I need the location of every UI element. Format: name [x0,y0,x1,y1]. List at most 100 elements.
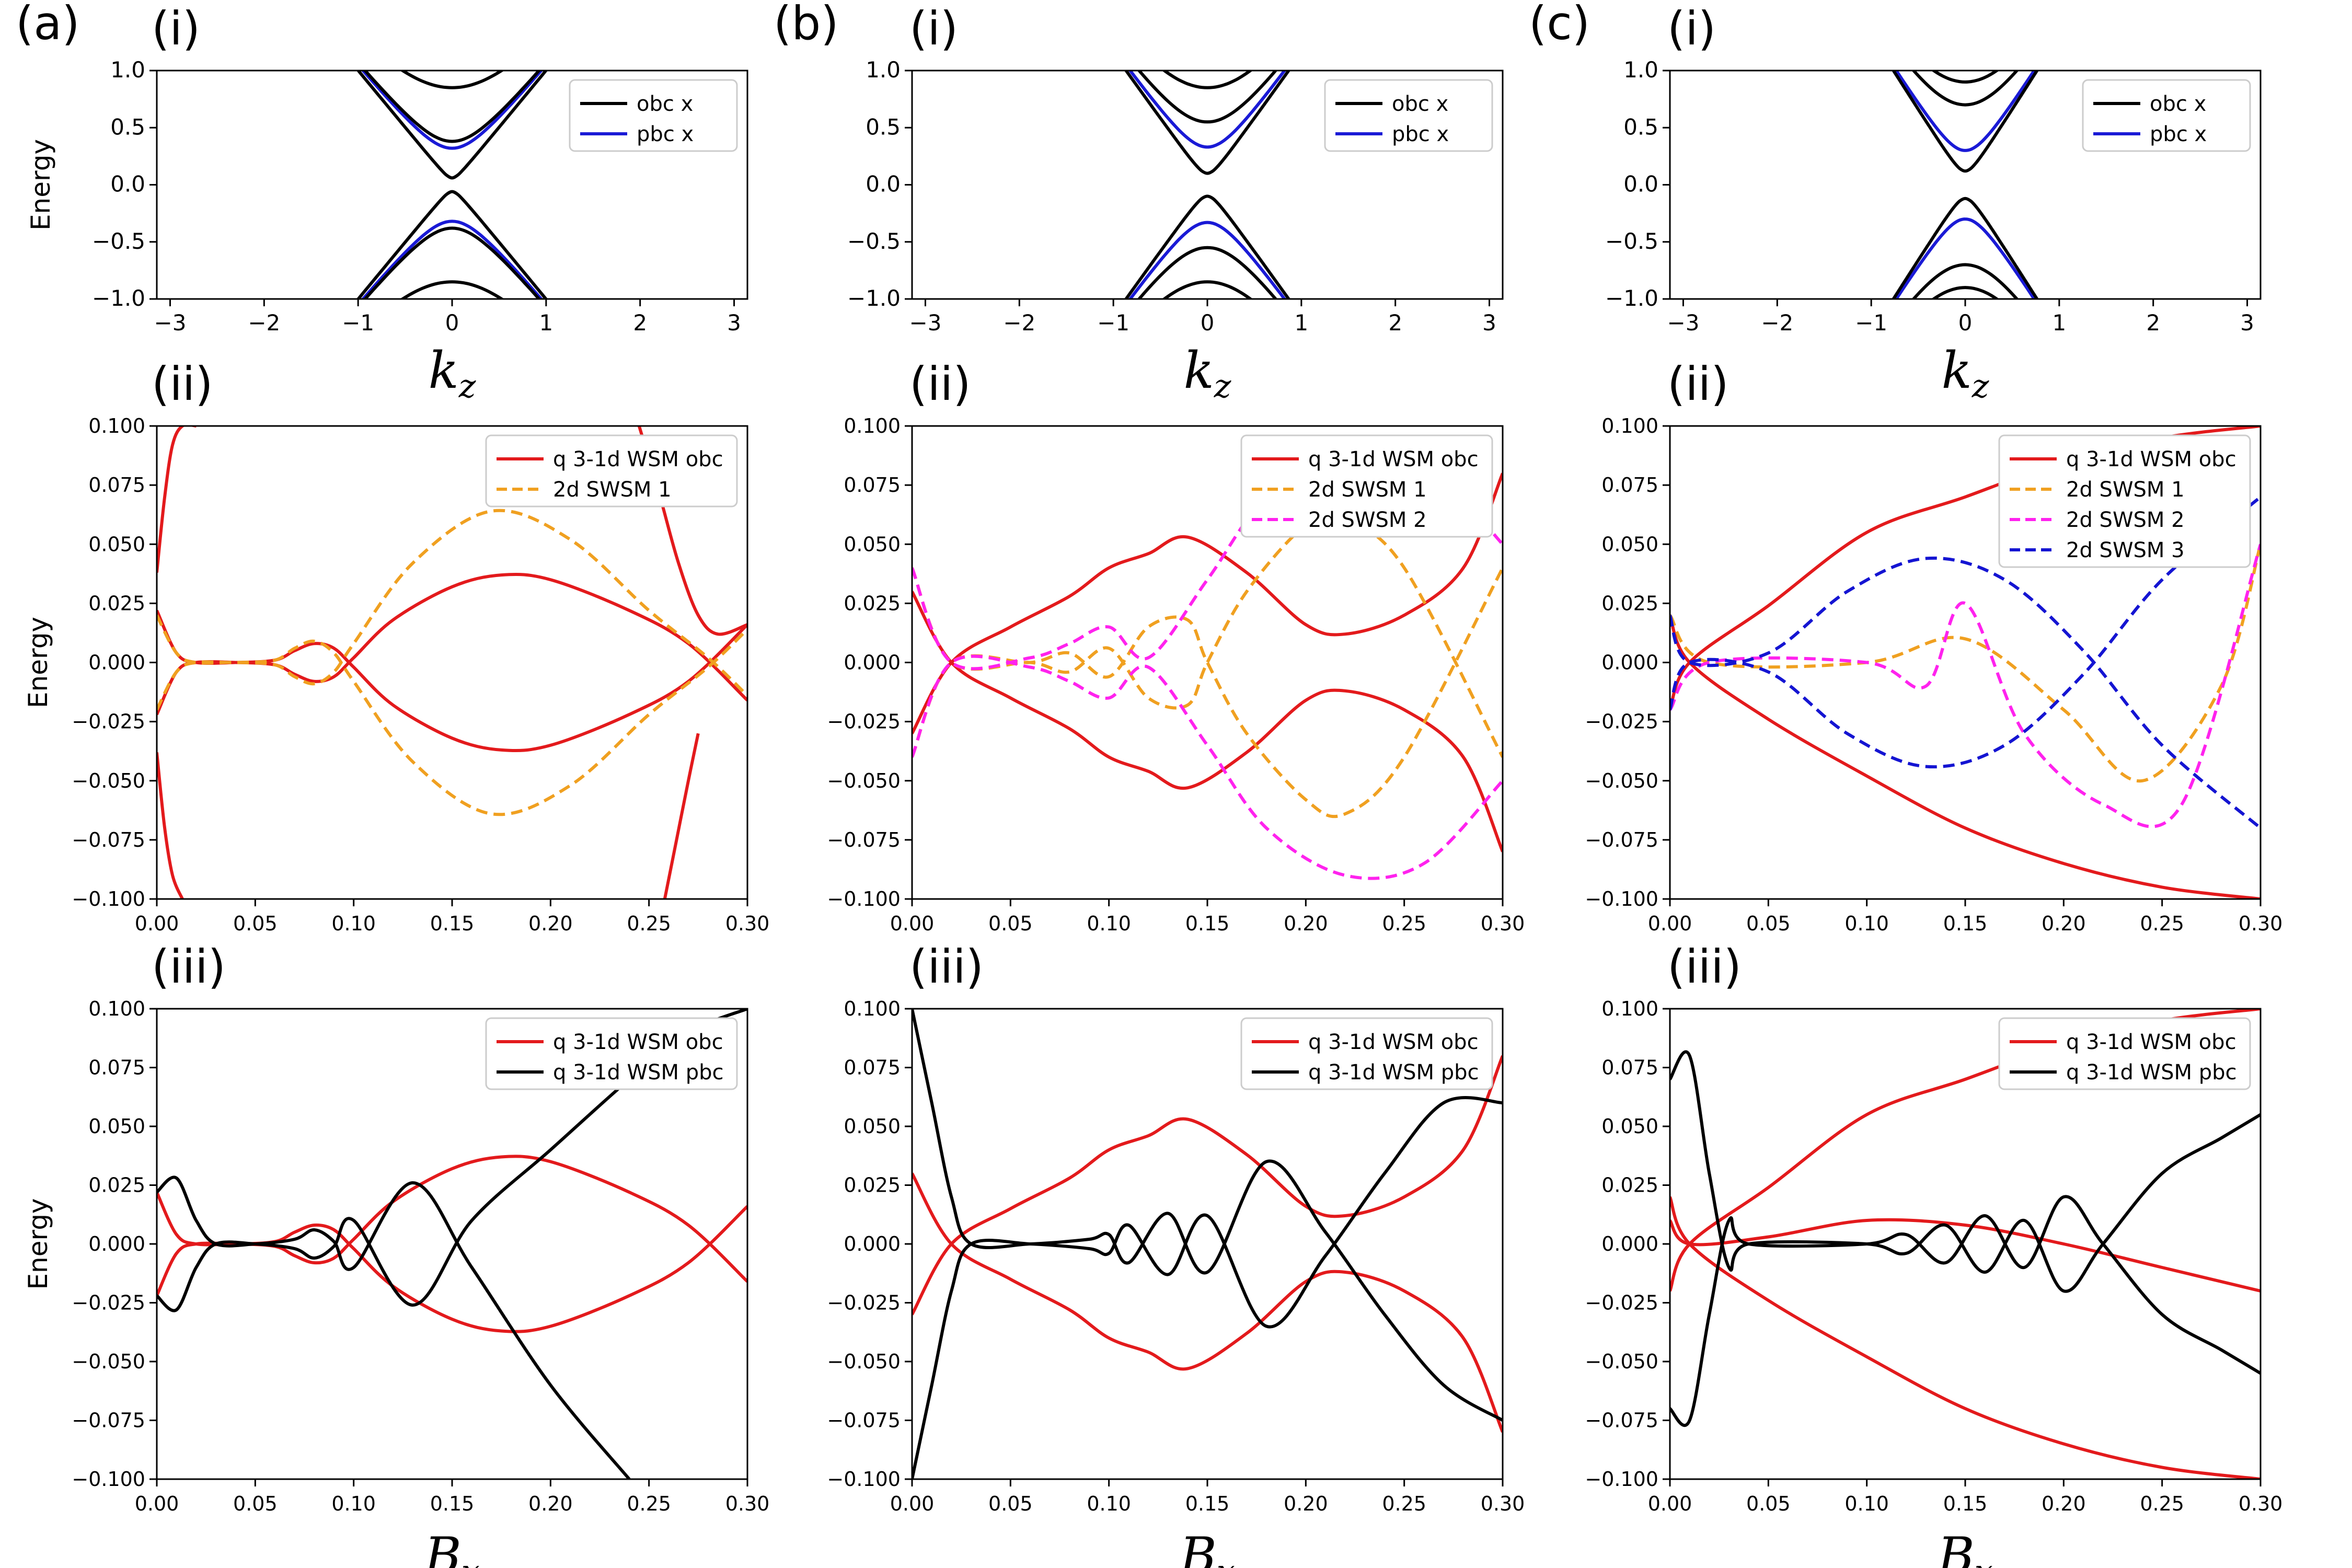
x-tick-label: −2 [248,310,280,336]
legend-label: q 3-1d WSM obc [1308,1030,1479,1054]
obc-band-lower-1 [1892,197,2039,299]
legend-label: q 3-1d WSM obc [1308,447,1479,471]
x-tick-label: −1 [342,310,374,336]
legend-label: obc x [2150,92,2206,116]
x-tick-label: 0.05 [1746,912,1791,935]
y-tick-label: 0.0 [110,171,145,197]
row-label-1: (i) [1667,2,1716,55]
series-line-5 [157,426,197,573]
y-tick-label: 0.000 [88,651,145,674]
obc-band-upper-1 [356,71,548,180]
row-label-2: (ii) [909,357,971,411]
x-tick-label: 0.30 [725,912,770,935]
series-line-6 [157,752,184,899]
obc-band-lower-2 [1137,246,1278,299]
x-tick-label: 0.00 [1648,1492,1692,1515]
obc-band-lower-3 [1931,286,2000,299]
y-tick-label: 0.075 [1601,1056,1658,1079]
y-tick-label: 0.050 [1601,1115,1658,1138]
series-line-1 [912,472,1503,734]
x-tick-label: 0.00 [890,912,935,935]
y-tick-label: 0.5 [110,114,145,140]
legend-label: obc x [637,92,693,116]
x-tick-label: 0.10 [331,912,376,935]
row-label-1: (i) [152,2,200,55]
y-tick-label: 0.100 [844,414,901,437]
y-tick-label: 0.000 [88,1232,145,1255]
pbc-band-upper-1 [1894,71,2036,152]
obc-band-upper-1 [1892,71,2039,173]
series-line-2 [1670,614,2261,899]
x-tick-label: 0.20 [2042,912,2086,935]
y-tick-label: −0.5 [847,228,901,254]
y-tick-label: 0.050 [844,1115,901,1138]
y-tick-label: −0.075 [1585,828,1658,851]
y-tick-label: 0.0 [1623,171,1658,197]
x-tick-label: 0.30 [1481,912,1525,935]
series-line-2 [912,591,1503,852]
series-line-5 [1670,1050,2261,1293]
y-tick-label: 0.000 [1601,651,1658,674]
x-tick-label: 0.05 [1746,1492,1791,1515]
row-label-2: (ii) [1667,357,1729,411]
y-tick-label: −0.100 [1585,887,1658,910]
row-label-3: (iii) [1667,940,1742,994]
x-tick-label: 0.05 [988,912,1033,935]
x-tick-label: 2 [633,310,647,336]
y-tick-label: 0.075 [844,474,901,497]
y-tick-label: 0.000 [1601,1232,1658,1255]
legend-box [485,1017,738,1090]
x-tick-label: 0.15 [1185,1492,1230,1515]
x-tick-label: −1 [1097,310,1129,336]
legend-label: pbc x [1392,122,1449,146]
legend-box [1998,434,2251,568]
x-tick-label: 0.05 [233,1492,278,1515]
series-line-8 [663,733,700,899]
obc-band-lower-3 [399,280,505,299]
x-tick-label: 0 [1958,310,1973,336]
y-tick-label: −0.100 [1585,1468,1658,1491]
column-label-2: (b) [774,0,839,50]
series-line-3 [1670,544,2261,783]
y-tick-label: 1.0 [110,57,145,83]
y-tick-label: 0.025 [88,1174,145,1197]
x-tick-label: 0 [445,310,459,336]
series-line-6 [1670,495,2261,769]
x-tick-label: 2 [1388,310,1402,336]
x-tick-label: 0.05 [988,1492,1033,1515]
legend-label: 2d SWSM 3 [2066,538,2185,562]
legend-label: obc x [1392,92,1448,116]
panel-a_iii: 0.00 0.05 0.10 0.15 0.20 0.25 0.30 −0.100 −0.075… [23,997,769,1568]
x-axis-label-subscript: z [1971,367,1989,405]
x-tick-label: 0.25 [2140,912,2184,935]
column-label-3: (c) [1529,0,1590,50]
y-tick-label: 0.025 [1601,1174,1658,1197]
x-tick-label: 0.10 [1844,1492,1889,1515]
obc-band-upper-2 [1137,71,1278,124]
x-axis-label-subscript: z [458,367,476,405]
obc-band-upper-3 [1931,71,2000,84]
x-tick-label: 3 [727,310,741,336]
x-tick-label: 0.20 [528,912,573,935]
obc-band-upper-3 [399,71,505,89]
x-tick-label: 0.25 [627,912,671,935]
y-tick-label: 0.100 [88,414,145,437]
y-tick-label: 0.075 [1601,474,1658,497]
row-label-2: (ii) [152,357,213,411]
y-tick-label: 0.5 [1623,114,1658,140]
y-tick-label: −0.050 [827,769,901,792]
y-tick-label: −0.075 [827,828,901,851]
x-tick-label: 0.10 [1087,1492,1131,1515]
pbc-band-lower-1 [1128,221,1287,299]
legend-label: q 3-1d WSM obc [553,1030,723,1054]
x-tick-label: 0.25 [627,1492,671,1515]
x-tick-label: 0.15 [1943,1492,1988,1515]
obc-band-upper-2 [1911,71,2019,107]
y-tick-label: 1.0 [1623,57,1658,83]
x-axis-label-subscript: z [1214,367,1231,405]
y-tick-label: 0.100 [844,997,901,1020]
y-tick-label: −0.100 [72,1468,145,1491]
